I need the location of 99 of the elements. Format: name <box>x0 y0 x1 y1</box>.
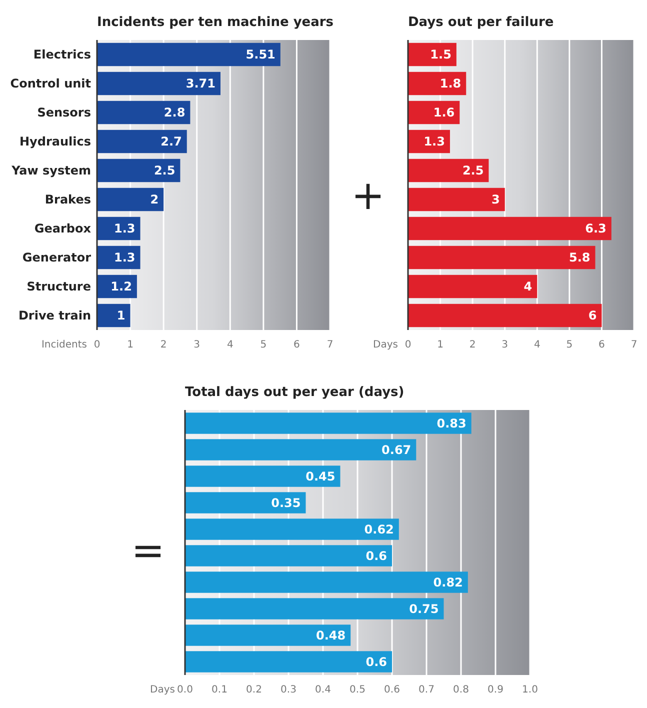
x-tick-label: 4 <box>226 340 234 350</box>
x-tick-label: 5 <box>260 340 267 350</box>
x-axis-title: Incidents <box>41 340 87 350</box>
data-label: 0.82 <box>433 575 463 590</box>
data-label: 2.7 <box>160 134 182 149</box>
bar <box>97 72 220 96</box>
bar <box>185 572 468 593</box>
y-tick-label: Hydraulics <box>20 134 91 149</box>
y-tick-label: Sensors <box>37 106 91 120</box>
data-label: 0.75 <box>409 602 439 616</box>
x-tick-label: 0.0 <box>177 684 193 696</box>
data-label: 0.67 <box>382 442 412 457</box>
bar <box>97 158 180 182</box>
bar <box>97 188 164 212</box>
x-tick-label: 7 <box>630 340 638 350</box>
chart-title: Total days out per year (days) <box>185 385 404 400</box>
x-tick-label: 1 <box>127 340 134 350</box>
data-label: 0.62 <box>364 522 394 536</box>
bar <box>185 492 306 514</box>
chart-title: Days out per failure <box>408 15 554 30</box>
data-label: 3 <box>492 192 500 207</box>
x-tick-label: 2 <box>469 340 476 350</box>
data-label: 6.3 <box>585 222 606 236</box>
data-label: 2.5 <box>154 164 176 178</box>
x-tick-label: 0.6 <box>384 684 400 696</box>
x-tick-label: 1.0 <box>522 684 538 696</box>
x-tick-label: 6 <box>598 340 605 350</box>
y-tick-label: Yaw system <box>10 164 91 178</box>
y-tick-label: Generator <box>22 250 92 265</box>
data-label: 1.3 <box>424 134 445 149</box>
bar <box>185 651 392 672</box>
x-tick-label: 3 <box>194 340 200 350</box>
x-tick-label: 4 <box>534 340 540 350</box>
x-tick-label: 0.8 <box>453 684 469 696</box>
y-tick-label: Control unit <box>10 76 92 91</box>
data-label: 2.8 <box>164 106 186 120</box>
x-tick-label: 6 <box>294 340 300 350</box>
bar <box>408 304 602 328</box>
data-label: 0.35 <box>271 496 301 510</box>
x-tick-label: 0 <box>94 340 100 350</box>
data-label: 3.71 <box>186 76 216 91</box>
data-label: 0.48 <box>316 628 346 642</box>
x-tick-label: 0.5 <box>350 684 366 696</box>
bar <box>97 100 190 124</box>
x-axis-title: Days <box>150 684 175 696</box>
bar <box>97 304 130 328</box>
bar <box>408 274 538 298</box>
bar <box>185 624 351 646</box>
data-label: 0.45 <box>306 469 336 484</box>
bar <box>408 216 612 240</box>
data-label: 5.51 <box>246 48 276 62</box>
data-label: 1.2 <box>110 280 132 294</box>
bar <box>97 42 280 66</box>
bar <box>408 188 505 212</box>
x-tick-label: 0.3 <box>280 684 296 696</box>
x-tick-label: 5 <box>566 340 573 350</box>
x-tick-label: 0.7 <box>418 684 434 696</box>
bar <box>185 545 392 566</box>
data-label: 1.3 <box>114 222 136 236</box>
data-label: 1 <box>116 308 126 323</box>
y-tick-label: Drive train <box>18 308 91 323</box>
x-tick-label: 3 <box>502 340 508 350</box>
x-tick-label: 0.9 <box>488 684 504 696</box>
bar <box>185 466 340 487</box>
bar <box>185 439 416 460</box>
data-label: 1.8 <box>440 76 462 91</box>
data-label: 6 <box>588 308 597 323</box>
y-tick-label: Brakes <box>44 192 91 207</box>
bar <box>185 412 472 434</box>
y-tick-label: Electrics <box>33 48 91 62</box>
data-label: 2 <box>150 192 159 207</box>
data-label: 0.83 <box>436 416 466 430</box>
data-label: 4 <box>524 280 532 294</box>
x-tick-label: 2 <box>160 340 167 350</box>
bar <box>185 518 399 540</box>
data-label: 5.8 <box>568 250 590 265</box>
x-tick-label: 0.2 <box>246 684 262 696</box>
bar <box>408 158 489 182</box>
y-tick-label: Gearbox <box>34 222 92 236</box>
chart-title: Incidents per ten machine years <box>97 15 334 30</box>
x-tick-label: 0 <box>404 340 412 350</box>
data-label: 0.6 <box>366 654 387 669</box>
x-tick-label: 0.1 <box>212 684 228 696</box>
data-label: 1.3 <box>114 250 136 265</box>
text: + <box>351 173 385 219</box>
x-tick-label: 0.4 <box>315 684 331 696</box>
text: = <box>131 528 165 574</box>
data-label: 0.6 <box>366 548 387 563</box>
x-tick-label: 7 <box>326 340 334 350</box>
bar <box>408 72 466 96</box>
bar <box>408 246 596 270</box>
bar <box>97 130 187 154</box>
x-axis-title: Days <box>373 340 398 350</box>
data-label: 1.6 <box>433 106 455 120</box>
data-label: 2.5 <box>462 164 484 178</box>
data-label: 1.5 <box>430 48 452 62</box>
y-tick-label: Structure <box>26 280 91 294</box>
x-tick-label: 1 <box>437 340 444 350</box>
bar <box>185 598 444 620</box>
